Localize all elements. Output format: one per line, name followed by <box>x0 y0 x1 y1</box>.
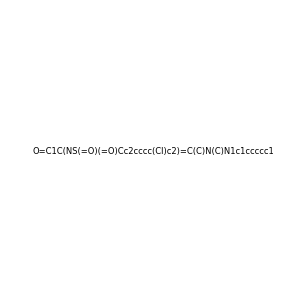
Text: O=C1C(NS(=O)(=O)Cc2cccc(Cl)c2)=C(C)N(C)N1c1ccccc1: O=C1C(NS(=O)(=O)Cc2cccc(Cl)c2)=C(C)N(C)N… <box>33 147 274 156</box>
